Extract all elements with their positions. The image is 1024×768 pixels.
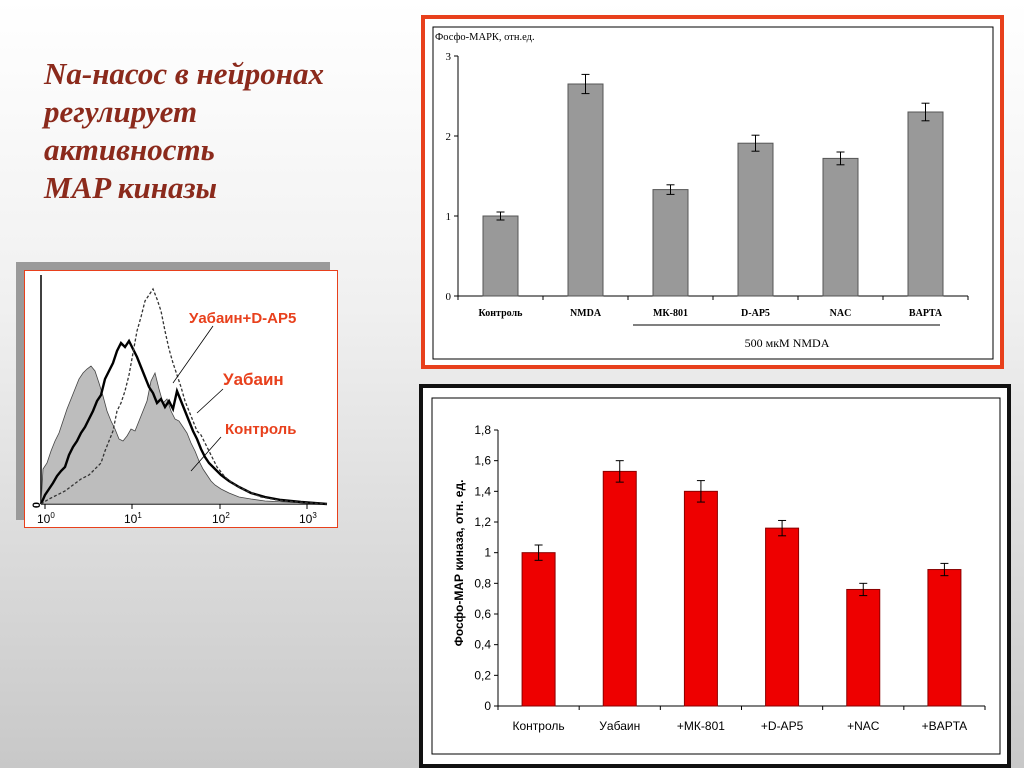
top-chart-bar [907, 111, 944, 297]
top-chart-svg: Фосфо-МАРК, отн.ед. 0 1 2 3 Контроль NMDA МК-… [432, 26, 994, 360]
histogram-ouabain-dap5-line [40, 287, 328, 505]
histogram-x-tick-label: 102 [212, 511, 230, 526]
bottom-chart-category-label: Уабаин [599, 719, 640, 733]
bottom-chart-y-tick-label: 0,6 [474, 607, 491, 621]
title-line: активность [44, 132, 215, 167]
top-chart-y-tick-label: 2 [446, 131, 452, 143]
bottom-chart-frame: Фосфо-МАР киназа, отн. ед. 0 0,2 0,4 0,6 0,8… [419, 384, 1011, 768]
legend-control: Контроль [225, 421, 296, 438]
bottom-chart-bar [683, 490, 718, 707]
top-chart-bar [482, 215, 519, 297]
bottom-chart-category-label: +D-AP5 [761, 719, 804, 733]
bottom-chart-y-tick-label: 1,2 [474, 515, 491, 529]
histogram-svg: Уабаин+D-AP5 Уабаин Контроль 0 100 101 1… [31, 275, 328, 526]
bottom-chart-bar [846, 588, 881, 707]
bottom-chart-y-tick-label: 0,2 [474, 668, 491, 682]
bottom-chart-svg: Фосфо-МАР киназа, отн. ед. 0 0,2 0,4 0,6 0,8… [431, 397, 1001, 755]
histogram-control-fill [40, 365, 328, 505]
bottom-chart-y-tick-label: 0,4 [474, 638, 491, 652]
bottom-chart-category-label: +NAC [847, 719, 880, 733]
leader-ouabain [196, 388, 224, 414]
top-chart-bar [652, 189, 689, 297]
histogram-y-zero: 0 [31, 502, 43, 508]
top-chart-group-label: 500 мкМ NMDA [745, 336, 830, 350]
title-line: MAP киназы [44, 170, 218, 205]
bottom-chart-ylabel: Фосфо-МАР киназа, отн. ед. [452, 480, 466, 647]
bottom-chart-bar [521, 552, 556, 707]
top-chart-category-label: МК-801 [653, 308, 688, 319]
top-chart-bar [567, 83, 604, 297]
bottom-chart-y-tick-label: 0 [484, 699, 491, 713]
top-chart-category-label: Контроль [479, 308, 524, 319]
histogram-x-ticks [44, 504, 308, 509]
top-chart-y-tick-label: 0 [446, 291, 452, 303]
top-chart-bar [737, 142, 774, 297]
bottom-chart-y-tick-label: 1 [484, 546, 491, 560]
bottom-chart-y-tick-label: 1,4 [474, 484, 491, 498]
top-chart-category-label: NMDA [570, 308, 602, 319]
top-chart-category-label: D-AP5 [741, 308, 770, 319]
top-chart-frame: Фосфо-МАРК, отн.ед. 0 1 2 3 Контроль NMDA МК-… [421, 15, 1004, 369]
top-chart-plot-frame [432, 26, 994, 360]
bottom-chart-y-tick-label: 1,6 [474, 454, 491, 468]
legend-ouabain: Уабаин [223, 370, 284, 389]
leader-ouabain-dap5 [172, 325, 214, 384]
title-line: Na-насос в нейронах [44, 56, 324, 91]
bottom-chart-bar [602, 470, 637, 707]
top-chart-bar [822, 157, 859, 297]
bottom-chart-bar [927, 569, 962, 707]
top-chart-y-tick-label: 3 [446, 51, 452, 63]
histogram-ouabain-line [39, 338, 328, 506]
top-chart-category-label: NAC [830, 308, 852, 319]
top-chart-y-tick-label: 1 [446, 211, 452, 223]
title-line: регулирует [44, 94, 198, 129]
bottom-chart-y-tick-label: 0,8 [474, 576, 491, 590]
bottom-chart-category-label: +BAPTA [922, 719, 967, 733]
slide-title: Na-насос в нейронах регулирует активност… [44, 55, 404, 207]
histogram-x-tick-label: 100 [37, 511, 55, 526]
top-chart-ylabel: Фосфо-МАРК, отн.ед. [435, 32, 535, 43]
bottom-chart-category-label: Контроль [513, 719, 565, 733]
bottom-chart-category-label: +МК-801 [677, 719, 725, 733]
histogram-panel: Уабаин+D-AP5 Уабаин Контроль 0 100 101 1… [24, 270, 338, 528]
legend-ouabain-dap5: Уабаин+D-AP5 [189, 310, 296, 327]
top-chart-category-label: BAPTA [909, 308, 943, 319]
histogram-x-tick-label: 101 [124, 511, 142, 526]
leader-control [190, 436, 222, 472]
bottom-chart-y-tick-label: 1,8 [474, 423, 491, 437]
bottom-chart-bar [765, 527, 800, 707]
histogram-x-tick-label: 103 [299, 511, 317, 526]
